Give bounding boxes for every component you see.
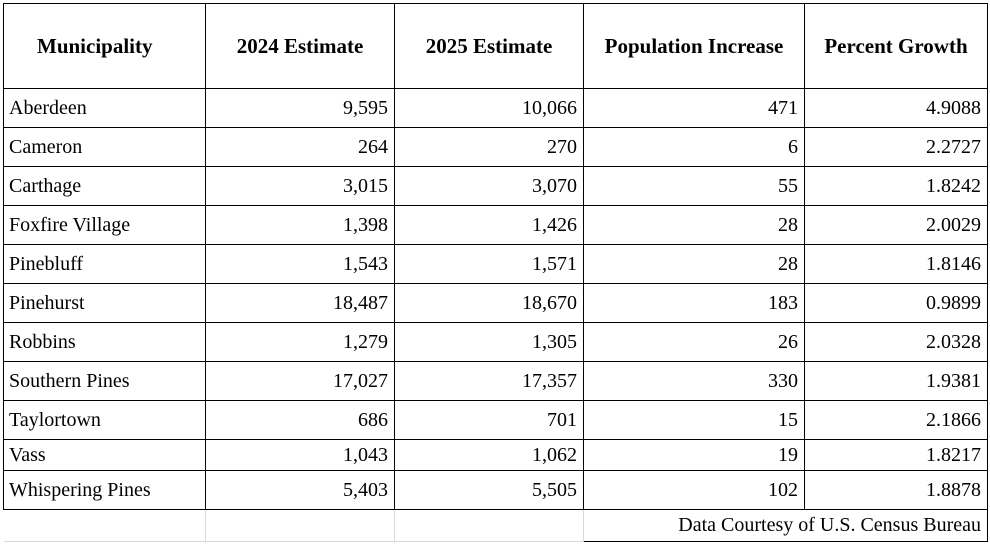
cell-municipality[interactable]: Robbins — [3, 322, 206, 362]
cell-population-increase[interactable]: 183 — [583, 283, 805, 323]
cell-municipality[interactable]: Cameron — [3, 127, 206, 167]
table-row[interactable]: Cameron 264 270 6 2.2727 — [3, 127, 988, 167]
cell-population-increase[interactable]: 28 — [583, 205, 805, 245]
cell-population-increase[interactable]: 471 — [583, 88, 805, 128]
cell-municipality[interactable]: Foxfire Village — [3, 205, 206, 245]
cell-municipality[interactable]: Southern Pines — [3, 361, 206, 401]
cell-2024-estimate[interactable]: 9,595 — [205, 88, 395, 128]
cell-percent-growth[interactable]: 1.8878 — [804, 470, 988, 510]
table-row[interactable]: Taylortown 686 701 15 2.1866 — [3, 400, 988, 440]
cell-2024-estimate[interactable]: 1,398 — [205, 205, 395, 245]
table-row[interactable]: Pinebluff 1,543 1,571 28 1.8146 — [3, 244, 988, 284]
cell-2025-estimate[interactable]: 10,066 — [394, 88, 584, 128]
cell-2024-estimate[interactable]: 17,027 — [205, 361, 395, 401]
table-row[interactable]: Carthage 3,015 3,070 55 1.8242 — [3, 166, 988, 206]
cell-2025-estimate[interactable]: 18,670 — [394, 283, 584, 323]
table-row[interactable]: Southern Pines 17,027 17,357 330 1.9381 — [3, 361, 988, 401]
cell-percent-growth[interactable]: 1.8242 — [804, 166, 988, 206]
cell-2025-estimate[interactable]: 5,505 — [394, 470, 584, 510]
cell-population-increase[interactable]: 28 — [583, 244, 805, 284]
cell-2024-estimate[interactable]: 1,043 — [205, 439, 395, 471]
cell-percent-growth[interactable]: 2.1866 — [804, 400, 988, 440]
table-row[interactable]: Robbins 1,279 1,305 26 2.0328 — [3, 322, 988, 362]
table-row[interactable]: Vass 1,043 1,062 19 1.8217 — [3, 439, 988, 471]
cell-municipality[interactable]: Carthage — [3, 166, 206, 206]
empty-cell[interactable] — [205, 509, 395, 542]
cell-population-increase[interactable]: 55 — [583, 166, 805, 206]
cell-percent-growth[interactable]: 2.2727 — [804, 127, 988, 167]
cell-population-increase[interactable]: 330 — [583, 361, 805, 401]
header-row: Municipality 2024 Estimate 2025 Estimate… — [3, 3, 988, 89]
header-municipality: Municipality — [3, 3, 206, 89]
cell-2024-estimate[interactable]: 686 — [205, 400, 395, 440]
cell-percent-growth[interactable]: 0.9899 — [804, 283, 988, 323]
empty-cell[interactable] — [3, 509, 206, 542]
table-row[interactable]: Whispering Pines 5,403 5,505 102 1.8878 — [3, 470, 988, 510]
cell-municipality[interactable]: Whispering Pines — [3, 470, 206, 510]
cell-percent-growth[interactable]: 4.9088 — [804, 88, 988, 128]
header-2025-estimate: 2025 Estimate — [394, 3, 584, 89]
header-2024-estimate: 2024 Estimate — [205, 3, 395, 89]
cell-2025-estimate[interactable]: 17,357 — [394, 361, 584, 401]
table-row[interactable]: Pinehurst 18,487 18,670 183 0.9899 — [3, 283, 988, 323]
cell-2025-estimate[interactable]: 3,070 — [394, 166, 584, 206]
empty-cell[interactable] — [394, 509, 584, 542]
cell-2025-estimate[interactable]: 1,305 — [394, 322, 584, 362]
cell-municipality[interactable]: Vass — [3, 439, 206, 471]
cell-2024-estimate[interactable]: 5,403 — [205, 470, 395, 510]
cell-2025-estimate[interactable]: 1,571 — [394, 244, 584, 284]
cell-2025-estimate[interactable]: 270 — [394, 127, 584, 167]
cell-percent-growth[interactable]: 2.0029 — [804, 205, 988, 245]
cell-municipality[interactable]: Taylortown — [3, 400, 206, 440]
table-row[interactable]: Foxfire Village 1,398 1,426 28 2.0029 — [3, 205, 988, 245]
header-percent-growth: Percent Growth — [804, 3, 988, 89]
credit-row: Data Courtesy of U.S. Census Bureau — [3, 509, 988, 542]
cell-2024-estimate[interactable]: 18,487 — [205, 283, 395, 323]
cell-percent-growth[interactable]: 1.8217 — [804, 439, 988, 471]
cell-municipality[interactable]: Aberdeen — [3, 88, 206, 128]
population-table: Municipality 2024 Estimate 2025 Estimate… — [3, 3, 988, 542]
cell-municipality[interactable]: Pinehurst — [3, 283, 206, 323]
cell-population-increase[interactable]: 6 — [583, 127, 805, 167]
data-credit: Data Courtesy of U.S. Census Bureau — [583, 509, 988, 542]
table-row[interactable]: Aberdeen 9,595 10,066 471 4.9088 — [3, 88, 988, 128]
cell-2024-estimate[interactable]: 1,279 — [205, 322, 395, 362]
cell-2024-estimate[interactable]: 1,543 — [205, 244, 395, 284]
cell-percent-growth[interactable]: 1.8146 — [804, 244, 988, 284]
header-population-increase: Population Increase — [583, 3, 805, 89]
cell-percent-growth[interactable]: 2.0328 — [804, 322, 988, 362]
cell-2025-estimate[interactable]: 1,426 — [394, 205, 584, 245]
cell-2025-estimate[interactable]: 701 — [394, 400, 584, 440]
cell-population-increase[interactable]: 19 — [583, 439, 805, 471]
cell-population-increase[interactable]: 26 — [583, 322, 805, 362]
cell-population-increase[interactable]: 15 — [583, 400, 805, 440]
cell-2025-estimate[interactable]: 1,062 — [394, 439, 584, 471]
cell-population-increase[interactable]: 102 — [583, 470, 805, 510]
cell-2024-estimate[interactable]: 3,015 — [205, 166, 395, 206]
cell-percent-growth[interactable]: 1.9381 — [804, 361, 988, 401]
cell-2024-estimate[interactable]: 264 — [205, 127, 395, 167]
cell-municipality[interactable]: Pinebluff — [3, 244, 206, 284]
